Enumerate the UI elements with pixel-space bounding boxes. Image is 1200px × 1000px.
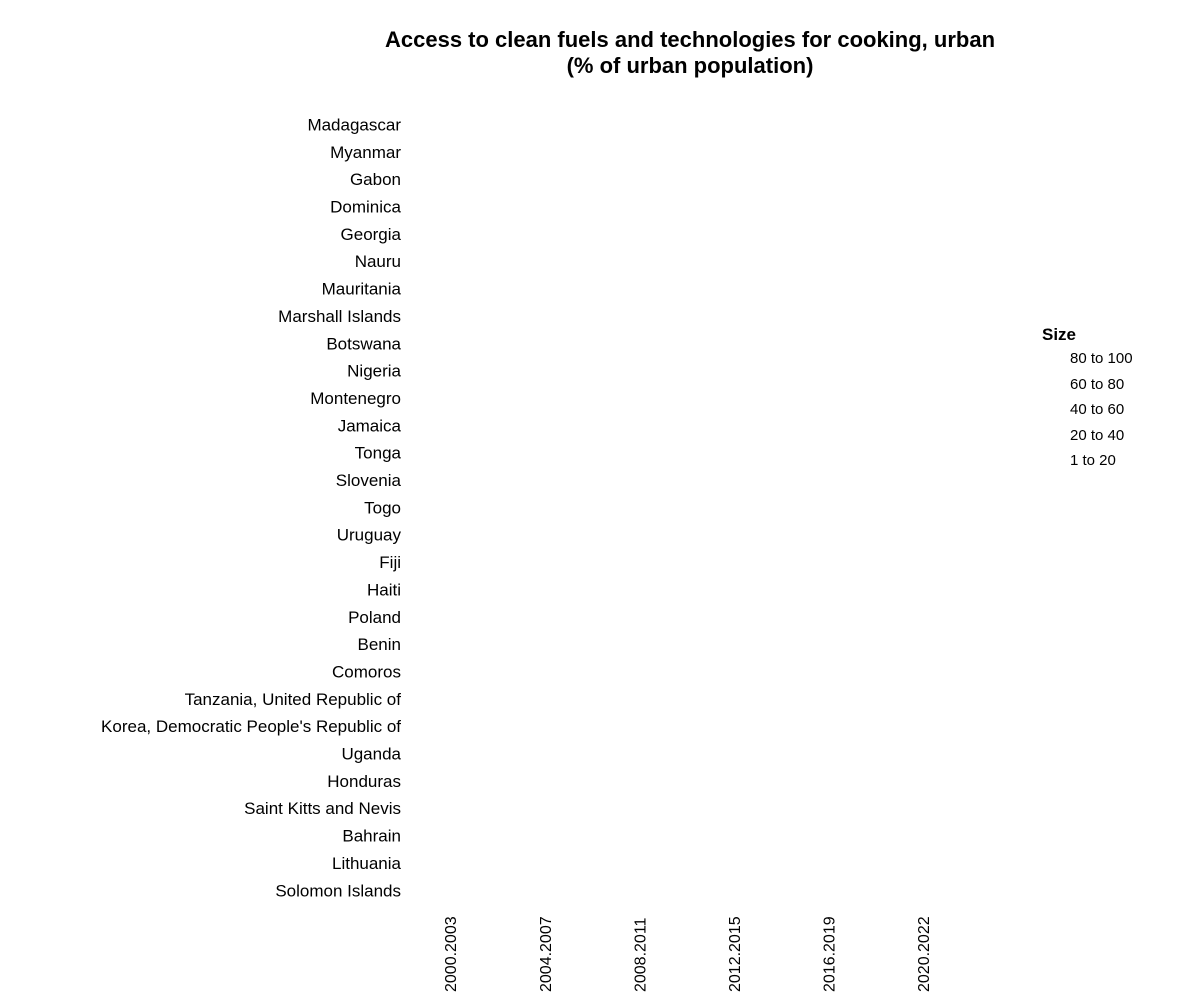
- legend-item-label: 1 to 20: [1070, 452, 1116, 469]
- legend-item: 40 to 60: [1042, 399, 1133, 425]
- chart-title: Access to clean fuels and technologies f…: [290, 27, 1090, 79]
- x-tick-label: 2008.2011: [632, 917, 649, 992]
- x-tick-label: 2000.2003: [443, 916, 460, 992]
- y-tick-label: Solomon Islands: [275, 881, 401, 900]
- y-tick-label: Bahrain: [342, 827, 401, 846]
- y-tick-label: Slovenia: [336, 471, 402, 490]
- legend-title: Size: [1042, 325, 1077, 344]
- y-tick-label: Uganda: [341, 745, 401, 764]
- y-tick-label: Honduras: [327, 772, 401, 791]
- chart-title-line-1: Access to clean fuels and technologies f…: [384, 27, 996, 52]
- x-tick-label: 2004.2007: [538, 916, 555, 992]
- y-tick-label: Myanmar: [330, 143, 401, 162]
- legend-item: 60 to 80: [1042, 374, 1133, 400]
- y-tick-label: Uruguay: [337, 526, 402, 545]
- legend-item: 80 to 100: [1042, 348, 1133, 374]
- y-tick-label: Togo: [364, 498, 401, 517]
- legend-item-label: 80 to 100: [1070, 350, 1133, 367]
- y-tick-label: Georgia: [341, 225, 402, 244]
- y-tick-label: Dominica: [330, 198, 401, 217]
- y-tick-label: Comoros: [332, 662, 401, 681]
- y-tick-label: Gabon: [350, 170, 401, 189]
- y-tick-label: Marshall Islands: [278, 307, 401, 326]
- legend-item-label: 60 to 80: [1070, 375, 1125, 393]
- x-axis-labels: 2000.2003 2004.2007 2008.2011 2012.2015 2016…: [443, 916, 933, 992]
- y-tick-label: Montenegro: [310, 389, 401, 408]
- legend-item: 20 to 40: [1042, 425, 1133, 451]
- y-tick-label: Jamaica: [338, 416, 402, 435]
- y-tick-label: Benin: [358, 635, 401, 654]
- legend-item: 1 to 20: [1042, 450, 1133, 476]
- chart-title-line-2: (% of urban population): [566, 53, 814, 78]
- y-tick-label: Tanzania, United Republic of: [185, 690, 402, 709]
- y-tick-label: Haiti: [367, 580, 401, 599]
- y-tick-label: Saint Kitts and Nevis: [244, 799, 401, 818]
- x-tick-label: 2020.2022: [916, 916, 933, 992]
- y-tick-label: Tonga: [355, 444, 402, 463]
- y-axis-labels: Madagascar Myanmar Gabon Dominica Georgia Nau…: [101, 115, 401, 900]
- y-tick-label: Poland: [348, 608, 401, 627]
- y-tick-label: Korea, Democratic People's Republic of: [101, 717, 401, 736]
- x-tick-label: 2016.2019: [822, 916, 839, 992]
- y-tick-label: Fiji: [379, 553, 401, 572]
- legend-item-label: 20 to 40: [1070, 426, 1125, 444]
- y-tick-label: Nigeria: [347, 362, 401, 381]
- legend-item-label: 40 to 60: [1070, 401, 1125, 418]
- legend-items: 80 to 100 60 to 80 40 to 60 20 to 40 1 to 20: [1042, 348, 1133, 476]
- y-tick-label: Mauritania: [322, 280, 402, 299]
- y-tick-label: Nauru: [355, 252, 401, 271]
- y-tick-label: Lithuania: [332, 854, 402, 873]
- y-tick-label: Botswana: [326, 334, 401, 353]
- y-tick-label: Madagascar: [307, 115, 401, 134]
- x-tick-label: 2012.2015: [727, 916, 744, 992]
- size-legend: Size 80 to 100 60 to 80 40 to 60 20 to 40 1 …: [1042, 325, 1133, 476]
